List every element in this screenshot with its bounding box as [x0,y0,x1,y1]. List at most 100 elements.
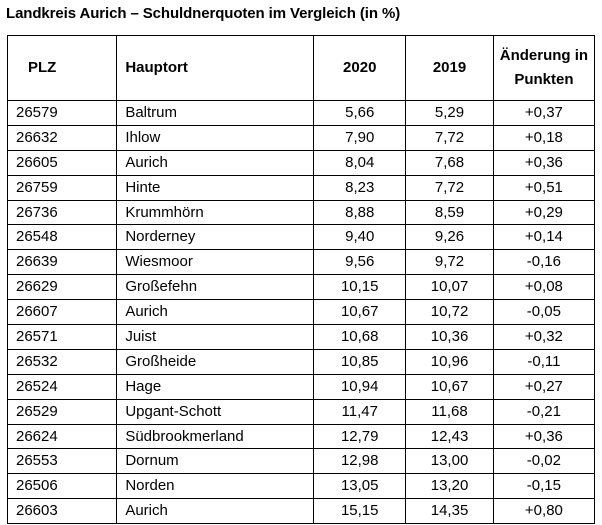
cell-hauptort: Wiesmoor [116,249,315,276]
cell-plz: 26553 [6,448,118,475]
cell-change: -0,15 [492,473,596,500]
cell-2019: 13,00 [405,448,494,475]
cell-hauptort: Aurich [116,149,315,176]
header-plz: PLZ [6,35,118,101]
cell-change: +0,27 [492,373,596,400]
cell-2019: 13,20 [405,473,494,500]
cell-2019: 14,35 [405,498,494,525]
cell-2020: 9,40 [313,224,407,251]
cell-2020: 10,67 [313,299,407,326]
cell-hauptort: Norderney [116,224,315,251]
cell-2019: 9,26 [405,224,494,251]
cell-2019: 8,59 [405,199,494,226]
cell-plz: 26629 [6,274,118,301]
cell-2019: 7,68 [405,149,494,176]
cell-hauptort: Aurich [116,299,315,326]
cell-2019: 7,72 [405,174,494,201]
table-row: 26736 Krummhörn 8,88 8,59 +0,29 [6,199,596,226]
cell-plz: 26736 [6,199,118,226]
cell-2019: 10,67 [405,373,494,400]
cell-change: +0,51 [492,174,596,201]
cell-change: +0,36 [492,149,596,176]
table-row: 26553 Dornum 12,98 13,00 -0,02 [6,448,596,475]
cell-hauptort: Dornum [116,448,315,475]
cell-2019: 10,07 [405,274,494,301]
table-body: 26579 Baltrum 5,66 5,29 +0,37 26632 Ihlow 7,90 7… [6,100,596,525]
cell-plz: 26639 [6,249,118,276]
cell-2020: 8,23 [313,174,407,201]
header-2020: 2020 [313,35,407,101]
cell-2020: 10,68 [313,324,407,350]
table-row: 26548 Norderney 9,40 9,26 +0,14 [6,224,596,251]
header-change-line2: Punkten [514,71,574,88]
cell-hauptort: Baltrum [116,100,315,126]
table-row: 26607 Aurich 10,67 10,72 -0,05 [6,299,596,326]
cell-2020: 8,04 [313,149,407,176]
cell-change: +0,36 [492,423,596,450]
cell-2020: 8,88 [313,199,407,226]
cell-2020: 12,79 [313,423,407,450]
table-row: 26759 Hinte 8,23 7,72 +0,51 [6,174,596,201]
cell-plz: 26548 [6,224,118,251]
cell-hauptort: Großheide [116,348,315,375]
cell-change: +0,08 [492,274,596,301]
table-row: 26605 Aurich 8,04 7,68 +0,36 [6,149,596,176]
cell-change: +0,37 [492,100,596,126]
cell-hauptort: Hage [116,373,315,400]
cell-hauptort: Ihlow [116,124,315,151]
cell-change: +0,29 [492,199,596,226]
cell-2020: 13,05 [313,473,407,500]
cell-plz: 26571 [6,324,118,350]
cell-2019: 10,96 [405,348,494,375]
cell-hauptort: Juist [116,324,315,350]
cell-hauptort: Hinte [116,174,315,201]
header-change-line1: Änderung in [499,47,589,64]
header-2019: 2019 [405,35,494,101]
cell-plz: 26603 [6,498,118,525]
cell-2019: 10,36 [405,324,494,350]
table-row: 26603 Aurich 15,15 14,35 +0,80 [6,498,596,525]
cell-change: -0,02 [492,448,596,475]
cell-hauptort: Upgant-Schott [116,398,315,425]
header-hauptort: Hauptort [116,35,315,101]
table-row: 26532 Großheide 10,85 10,96 -0,11 [6,348,596,375]
table-row: 26579 Baltrum 5,66 5,29 +0,37 [6,100,596,126]
cell-hauptort: Großefehn [116,274,315,301]
cell-hauptort: Krummhörn [116,199,315,226]
cell-plz: 26529 [6,398,118,425]
cell-change: -0,05 [492,299,596,326]
table-row: 26639 Wiesmoor 9,56 9,72 -0,16 [6,249,596,276]
header-change: Änderung in Punkten [492,35,596,101]
cell-2020: 12,98 [313,448,407,475]
cell-change: -0,11 [492,348,596,375]
table-row: 26624 Südbrookmerland 12,79 12,43 +0,36 [6,423,596,450]
cell-2020: 15,15 [313,498,407,525]
cell-plz: 26506 [6,473,118,500]
cell-2020: 9,56 [313,249,407,276]
cell-plz: 26605 [6,149,118,176]
cell-plz: 26759 [6,174,118,201]
cell-2020: 10,15 [313,274,407,301]
table-row: 26524 Hage 10,94 10,67 +0,27 [6,373,596,400]
cell-plz: 26524 [6,373,118,400]
cell-change: -0,21 [492,398,596,425]
table-row: 26632 Ihlow 7,90 7,72 +0,18 [6,124,596,151]
table-row: 26571 Juist 10,68 10,36 +0,32 [6,324,596,350]
cell-2020: 10,85 [313,348,407,375]
cell-hauptort: Aurich [116,498,315,525]
cell-2020: 10,94 [313,373,407,400]
cell-2020: 5,66 [313,100,407,126]
debt-ratio-table: PLZ Hauptort 2020 2019 Änderung in Punkt… [6,35,596,525]
cell-change: +0,80 [492,498,596,525]
page-title: Landkreis Aurich – Schuldnerquoten im Ve… [6,5,401,22]
cell-2019: 12,43 [405,423,494,450]
cell-2019: 9,72 [405,249,494,276]
cell-2019: 5,29 [405,100,494,126]
cell-2020: 7,90 [313,124,407,151]
cell-change: -0,16 [492,249,596,276]
cell-change: +0,14 [492,224,596,251]
cell-2019: 7,72 [405,124,494,151]
cell-2019: 10,72 [405,299,494,326]
cell-hauptort: Südbrookmerland [116,423,315,450]
table-row: 26629 Großefehn 10,15 10,07 +0,08 [6,274,596,301]
